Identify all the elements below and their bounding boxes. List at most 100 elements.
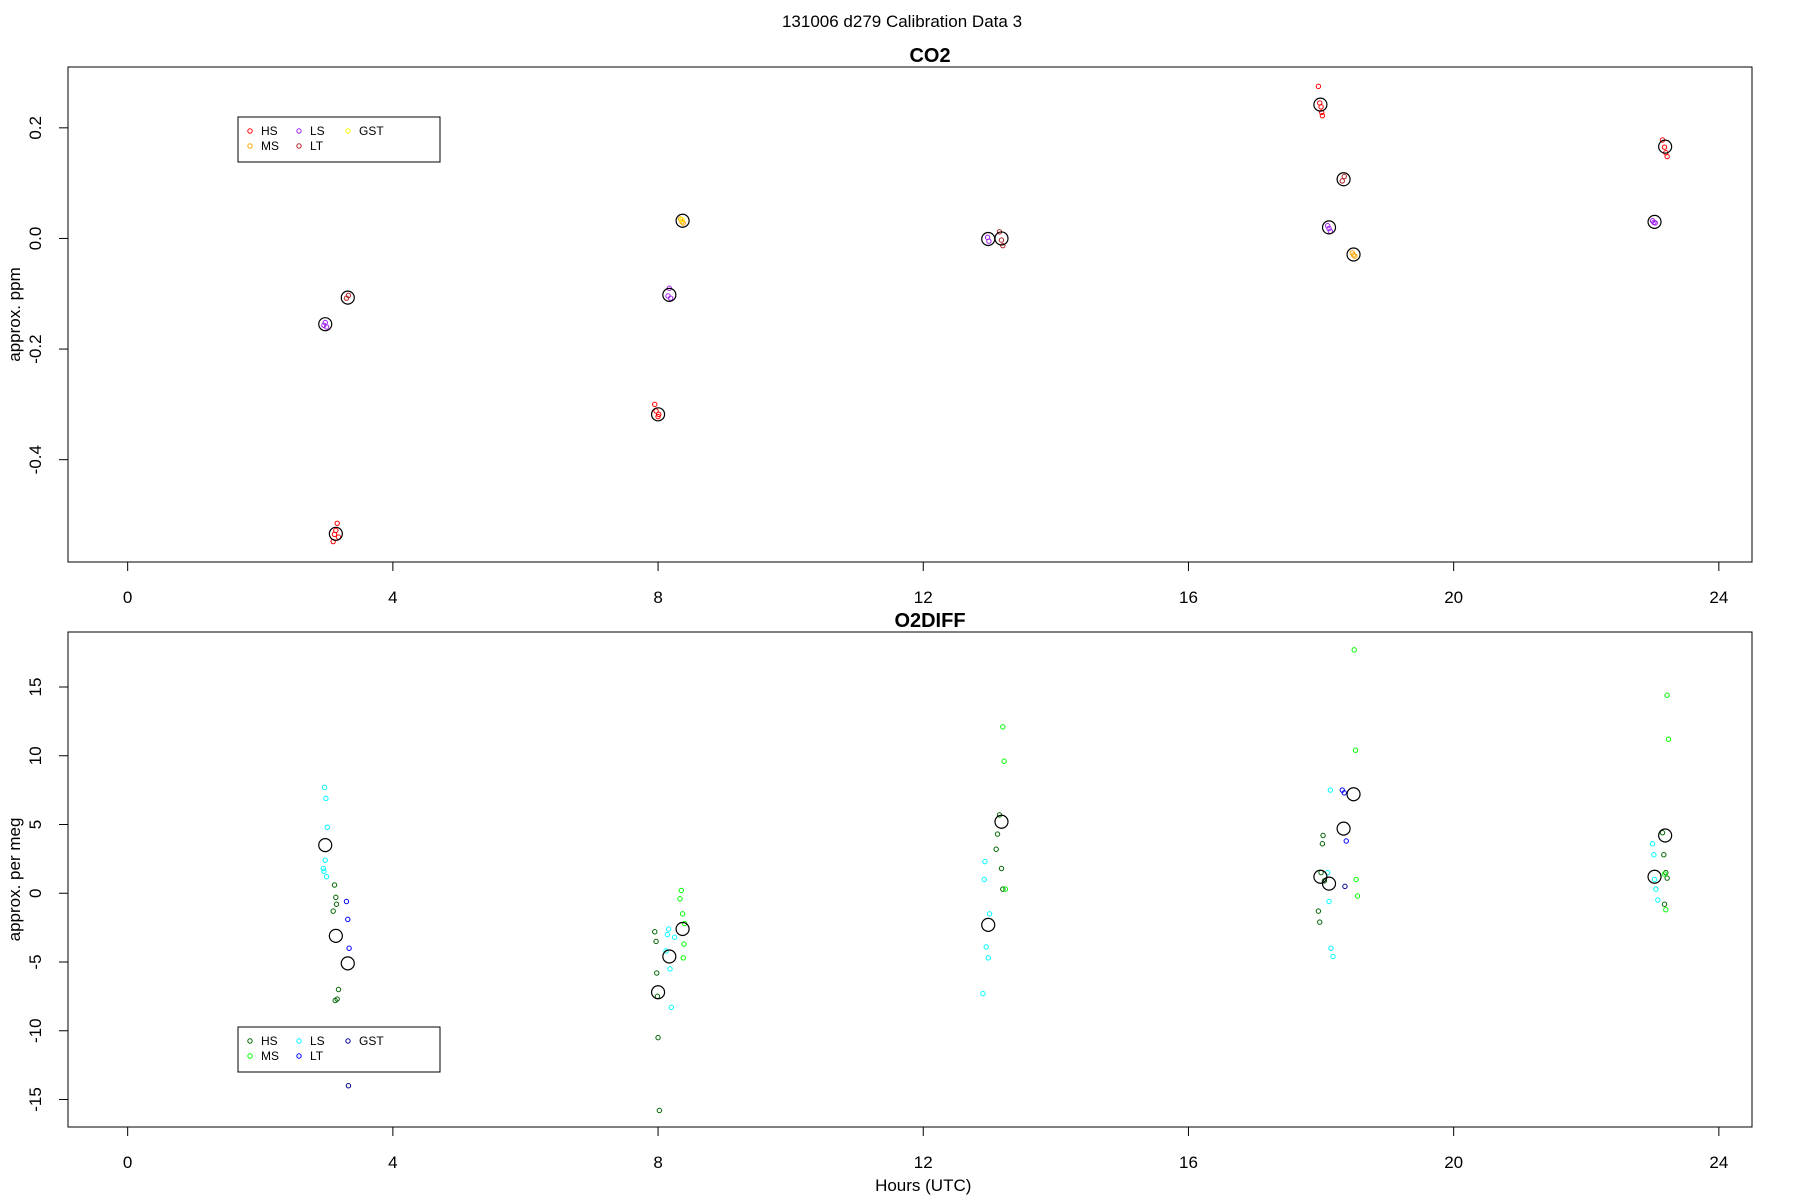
data-point-hs (653, 938, 659, 945)
data-point-ls (323, 874, 330, 880)
mean-point (328, 928, 343, 943)
data-point-hs (1661, 901, 1668, 907)
data-point-ls (665, 926, 672, 932)
data-point-ms (1661, 871, 1668, 877)
data-point-hs (1319, 112, 1326, 119)
mean-point (1647, 869, 1662, 884)
data-point-ms (1352, 253, 1358, 259)
data-point-lt (345, 916, 351, 923)
mean-point (1313, 97, 1328, 112)
data-point-lt (345, 292, 352, 299)
x-tick-label: 16 (1179, 1153, 1198, 1172)
data-point-ls (1327, 787, 1334, 793)
data-point-hs (656, 1107, 663, 1114)
mean-point (994, 814, 1009, 829)
data-point-ls (1328, 945, 1334, 951)
data-point-ms (1352, 747, 1359, 753)
data-point-ms (1663, 907, 1669, 913)
data-point-hs (994, 831, 1001, 837)
data-point-hs (1000, 886, 1006, 892)
legend-label: MS (261, 1049, 279, 1063)
legend-label: LT (310, 1049, 324, 1063)
data-point-hs (330, 908, 336, 914)
x-tick-label: 20 (1444, 1153, 1463, 1172)
data-point-lt (343, 898, 350, 905)
data-point-hs (333, 894, 339, 901)
data-point-hs (653, 408, 659, 414)
data-point-ls (668, 1004, 675, 1011)
y-tick-label: 5 (26, 820, 45, 829)
data-point-ls (321, 322, 327, 328)
data-point-hs (1661, 144, 1668, 150)
mean-point (650, 407, 666, 422)
data-point-ls (983, 944, 989, 950)
mean-point (1658, 828, 1673, 843)
y-tick-label: 0 (26, 889, 45, 898)
data-point-hs (1320, 832, 1326, 839)
legend-label: HS (261, 1034, 278, 1048)
mean-point (1336, 821, 1351, 836)
data-point-ls (667, 295, 674, 301)
co2-panel: CO2 0 4 8 12 16 20 24 -0.4 -0.2 0.0 0.2 approx. ppm H… (5, 45, 1753, 607)
y-tick-label: 0.0 (26, 227, 45, 251)
mean-point (318, 317, 333, 332)
data-point-ls (320, 865, 326, 872)
data-point-hs (1319, 109, 1325, 116)
legend-box (237, 116, 441, 163)
mean-point (318, 838, 333, 853)
data-point-ls (324, 824, 330, 830)
legend-marker (296, 143, 302, 149)
plot-title: CO2 (909, 45, 950, 67)
data-point-ls (1651, 852, 1657, 858)
x-tick-label: 0 (123, 588, 132, 607)
data-point-ms (678, 887, 684, 894)
data-point-lt (1341, 790, 1347, 796)
data-point-hs (998, 865, 1005, 872)
plot-title: O2DIFF (894, 610, 965, 632)
data-point-ls (1330, 953, 1336, 960)
mean-point (1647, 214, 1662, 229)
legend-label: HS (261, 124, 278, 138)
data-point-hs (1315, 83, 1322, 90)
x-tick-label: 20 (1444, 588, 1463, 607)
y-tick-label: 0.2 (26, 116, 45, 140)
data-point-gst (1342, 883, 1348, 890)
data-point-hs (993, 846, 999, 852)
data-point-ms (1665, 736, 1672, 742)
legend-marker (296, 1038, 302, 1044)
data-point-ms (1002, 886, 1009, 892)
data-point-ms (679, 911, 686, 917)
mean-point (1321, 876, 1337, 891)
legend-marker (345, 1038, 351, 1044)
mean-point (662, 287, 677, 302)
data-point-lt (1341, 173, 1347, 180)
data-point-lt (998, 237, 1005, 243)
mean-point (675, 213, 690, 228)
mean-point (1336, 172, 1351, 187)
data-point-ls (667, 966, 673, 972)
data-point-ms (680, 955, 686, 961)
data-point-lt (1339, 178, 1345, 184)
data-point-ms (1664, 692, 1670, 698)
data-point-ms (1000, 724, 1006, 730)
data-point-ms (677, 896, 683, 902)
data-point-ms (1353, 876, 1359, 883)
data-point-ls (1653, 886, 1659, 892)
data-point-hs (1319, 841, 1326, 847)
x-tick-label: 16 (1179, 588, 1198, 607)
data-point-hs (655, 1034, 661, 1041)
data-point-hs (1315, 908, 1322, 914)
legend-marker (345, 128, 351, 134)
mean-point (1658, 139, 1673, 154)
data-point-ls (663, 948, 669, 954)
data-point-hs (652, 401, 658, 408)
legend-marker (247, 128, 253, 134)
mean-point (340, 956, 355, 971)
data-point-hs (656, 411, 662, 418)
data-point-hs (652, 929, 658, 935)
legend-marker (247, 1053, 253, 1059)
legend-label: LS (310, 1034, 325, 1048)
data-point-ms (1350, 252, 1357, 258)
y-tick-label: -0.2 (26, 334, 45, 363)
x-tick-label: 12 (914, 1153, 933, 1172)
